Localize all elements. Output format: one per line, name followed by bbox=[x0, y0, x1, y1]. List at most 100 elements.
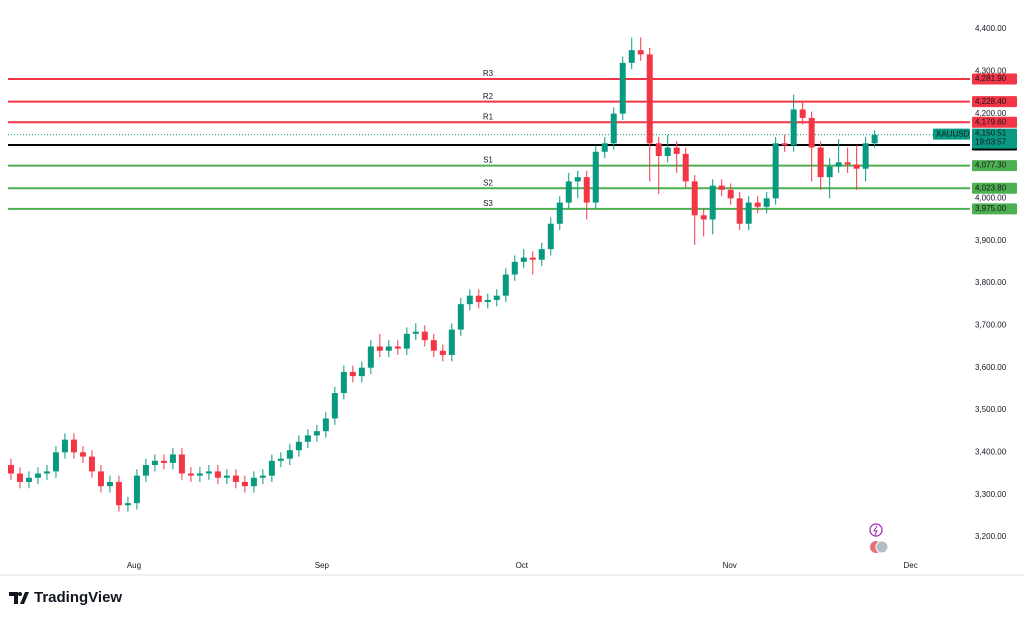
candle-body bbox=[349, 371, 356, 377]
candle-body bbox=[502, 274, 509, 296]
candle-body bbox=[70, 439, 77, 453]
y-tick-label: 3,400.00 bbox=[975, 447, 1007, 456]
candle-body bbox=[196, 473, 203, 476]
candle-body bbox=[358, 367, 365, 377]
candle-body bbox=[52, 452, 59, 472]
candle-body bbox=[826, 166, 833, 178]
candle-body bbox=[178, 454, 185, 474]
candle-body bbox=[529, 257, 536, 260]
candle-body bbox=[727, 189, 734, 199]
candle-body bbox=[475, 295, 482, 303]
x-tick-label: Sep bbox=[315, 561, 330, 570]
y-tick-label: 3,600.00 bbox=[975, 363, 1007, 372]
level-name: S1 bbox=[483, 156, 493, 165]
candle-body bbox=[646, 54, 653, 144]
candle-body bbox=[367, 346, 374, 368]
symbol-box bbox=[933, 128, 970, 140]
price-label: 4,228.40 bbox=[975, 97, 1007, 106]
candle-body bbox=[412, 331, 419, 334]
candle-body bbox=[700, 215, 707, 220]
candle-body bbox=[493, 295, 500, 300]
candle-body bbox=[421, 331, 428, 341]
y-tick-label: 3,500.00 bbox=[975, 405, 1007, 414]
candle-body bbox=[682, 153, 689, 182]
x-tick-label: Aug bbox=[127, 561, 141, 570]
candle-body bbox=[772, 143, 779, 199]
y-tick-label: 3,800.00 bbox=[975, 278, 1007, 287]
last-price-box bbox=[972, 128, 1017, 149]
candle-body bbox=[187, 473, 194, 476]
candle-body bbox=[763, 198, 770, 207]
candle-body bbox=[133, 475, 140, 504]
candle-body bbox=[268, 460, 275, 476]
candle-body bbox=[556, 202, 563, 224]
candle-body bbox=[25, 477, 32, 482]
brand: TradingView bbox=[34, 589, 122, 606]
candle-body bbox=[853, 164, 860, 169]
candle-body bbox=[574, 177, 581, 182]
y-tick-label: 4,400.00 bbox=[975, 24, 1007, 33]
candle-body bbox=[754, 202, 761, 207]
candle-body bbox=[610, 113, 617, 144]
candle-body bbox=[43, 471, 50, 474]
level-name: S2 bbox=[483, 178, 493, 187]
y-tick-label: 4,200.00 bbox=[975, 109, 1007, 118]
candle-body bbox=[277, 458, 284, 461]
candle-body bbox=[484, 299, 491, 303]
candle-body bbox=[799, 109, 806, 118]
candle-body bbox=[664, 147, 671, 156]
candle-body bbox=[115, 481, 122, 506]
y-tick-label: 3,200.00 bbox=[975, 532, 1007, 541]
candle-body bbox=[691, 181, 698, 216]
candle-body bbox=[628, 50, 635, 63]
y-tick-label: 4,300.00 bbox=[975, 66, 1007, 75]
candle-body bbox=[169, 454, 176, 463]
candle-body bbox=[655, 143, 662, 156]
candle-body bbox=[565, 181, 572, 203]
candle-body bbox=[241, 481, 248, 487]
candle-body bbox=[781, 143, 788, 146]
candle-body bbox=[151, 460, 158, 466]
price-label-box bbox=[972, 182, 1017, 194]
candle-body bbox=[736, 198, 743, 224]
candle-body bbox=[7, 465, 14, 474]
candle-body bbox=[520, 257, 527, 262]
candle-body bbox=[376, 346, 383, 351]
x-tick-label: Oct bbox=[516, 561, 529, 570]
candle-body bbox=[331, 393, 338, 419]
candle-body bbox=[322, 418, 329, 432]
candle-body bbox=[862, 143, 869, 169]
candle-body bbox=[745, 202, 752, 224]
candle-body bbox=[295, 441, 302, 451]
x-tick-label: Dec bbox=[904, 561, 918, 570]
y-tick-label: 4,000.00 bbox=[975, 193, 1007, 202]
candle-body bbox=[835, 162, 842, 167]
candle-body bbox=[601, 143, 608, 152]
candle-body bbox=[304, 435, 311, 442]
candle-body bbox=[214, 471, 221, 478]
candle-body bbox=[61, 439, 68, 453]
candle-body bbox=[385, 346, 392, 351]
last-price-label: 4,150.51 bbox=[975, 129, 1007, 138]
candle-body bbox=[583, 177, 590, 203]
candle-body bbox=[547, 223, 554, 250]
candle-body bbox=[160, 460, 167, 463]
candle-body bbox=[97, 471, 104, 487]
price-label-box bbox=[972, 73, 1017, 85]
candle-body bbox=[286, 450, 293, 459]
price-label: 3,975.00 bbox=[975, 204, 1007, 213]
candle-body bbox=[142, 465, 149, 476]
candle-body bbox=[457, 304, 464, 330]
countdown-label: 19:03:57 bbox=[975, 138, 1007, 147]
price-label: 4,023.80 bbox=[975, 183, 1007, 192]
candle-body bbox=[817, 147, 824, 178]
candle-body bbox=[430, 340, 437, 351]
y-tick-label: 3,700.00 bbox=[975, 320, 1007, 329]
candle-body bbox=[340, 371, 347, 394]
candle-body bbox=[250, 477, 257, 487]
price-label: 4,179.60 bbox=[975, 117, 1007, 126]
logo: TradingView bbox=[9, 589, 122, 606]
candle-body bbox=[709, 185, 716, 220]
